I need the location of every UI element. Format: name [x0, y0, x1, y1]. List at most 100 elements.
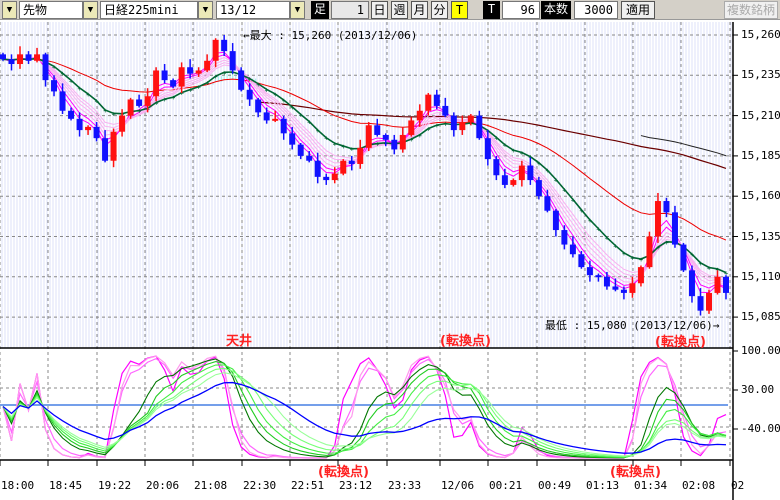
turn-annotation-2: (転換点)	[655, 335, 706, 350]
chevron-down-icon[interactable]: ▼	[83, 1, 98, 19]
candle-body	[51, 80, 58, 92]
candle-body	[646, 236, 653, 268]
osc-axis-label: 100.00	[741, 344, 780, 357]
ma-marker: +	[78, 85, 82, 93]
apply-button[interactable]: 適用	[621, 1, 655, 19]
osc-line-magenta	[2, 355, 727, 459]
ma-marker: +	[579, 207, 583, 215]
ma-marker: +	[222, 69, 226, 77]
count-input[interactable]: 3000	[574, 1, 618, 19]
ma-marker: +	[715, 266, 719, 274]
osc-turn-annotation-2: (転換点)	[610, 465, 661, 480]
candle-body	[297, 144, 304, 156]
ma-marker: +	[248, 76, 252, 84]
max-annotation: ←最大 : 15,260 (2013/12/06)	[243, 29, 418, 42]
period-month-button[interactable]: 月	[411, 1, 428, 19]
top-annotation: 天井	[226, 334, 253, 349]
time-axis-label: 01:34	[634, 479, 668, 492]
osc-line-magenta	[2, 357, 727, 459]
ashi-input[interactable]: 1	[331, 1, 369, 19]
symbol-select[interactable]: 日経225mini	[100, 1, 198, 19]
candle-body	[59, 91, 66, 111]
candle-body	[391, 139, 398, 150]
time-axis-label: 18:00	[1, 479, 35, 492]
ma-marker: +	[112, 110, 116, 118]
candle-body	[501, 175, 508, 185]
period-minute-button[interactable]: 分	[431, 1, 448, 19]
candle-body	[280, 118, 287, 134]
count-label: 本数	[541, 1, 571, 19]
candle-body	[17, 54, 24, 65]
menu-dropdown-button[interactable]: ▼	[2, 1, 17, 19]
candle-body	[323, 176, 330, 181]
time-axis-label: 02:08	[682, 479, 716, 492]
candle-body	[518, 165, 525, 181]
t-label: T	[483, 1, 500, 19]
ma-marker: +	[95, 98, 99, 106]
candle-body	[408, 120, 415, 135]
ma-marker: +	[656, 244, 660, 252]
ma-marker: +	[707, 264, 711, 272]
osc-axis-label: 30.00	[741, 383, 775, 396]
t-input[interactable]: 96	[502, 1, 540, 19]
candle-body	[229, 51, 236, 71]
price-axis-label: 15,085	[741, 310, 780, 324]
candle-body	[110, 131, 117, 161]
time-axis-label: 01:13	[586, 479, 620, 492]
candle-body	[552, 210, 559, 231]
candle-body	[671, 212, 678, 245]
chevron-down-icon[interactable]: ▼	[290, 1, 305, 19]
candle-body	[357, 147, 364, 164]
min-annotation: 最低 : 15,080 (2013/12/06)→	[545, 319, 720, 332]
osc-line-blue	[2, 381, 727, 454]
chevron-down-icon[interactable]: ▼	[198, 1, 213, 19]
ma-marker: +	[214, 73, 218, 81]
candle-body	[569, 244, 576, 255]
candle-body	[459, 122, 466, 131]
candle-body	[663, 201, 670, 213]
time-axis-label: 22:51	[291, 479, 325, 492]
candle-body	[382, 134, 389, 140]
candle-body	[654, 201, 661, 237]
long-ma-line	[258, 101, 727, 170]
candle-body	[484, 138, 491, 160]
candle-body	[535, 180, 542, 197]
period-week-button[interactable]: 週	[391, 1, 408, 19]
candle-body	[348, 160, 355, 164]
ma-marker: +	[290, 104, 294, 112]
multi-symbol-button[interactable]: 複数銘柄	[724, 1, 778, 19]
time-axis-label: 23:12	[339, 479, 373, 492]
ma-marker: +	[333, 140, 337, 148]
ma-marker: +	[596, 226, 600, 234]
time-axis-label: 20:06	[146, 479, 180, 492]
candle-body	[178, 67, 185, 87]
ma-marker: +	[664, 239, 668, 247]
candle-body	[544, 196, 551, 211]
ma-marker: +	[698, 260, 702, 268]
ma-marker: +	[545, 167, 549, 175]
candle-body	[442, 105, 449, 116]
period-day-button[interactable]: 日	[371, 1, 388, 19]
ma-marker: +	[537, 160, 541, 168]
period-tick-button[interactable]: T	[451, 1, 468, 19]
turn-annotation-1: (転換点)	[440, 334, 491, 349]
price-axis-label: 15,110	[741, 269, 780, 283]
type-select[interactable]: 先物	[19, 1, 83, 19]
candle-body	[467, 115, 474, 123]
candle-body	[705, 292, 712, 311]
candle-body	[68, 110, 75, 119]
candle-body	[688, 270, 695, 297]
osc-line-green	[2, 372, 727, 457]
candle-body	[578, 254, 585, 268]
ma-marker: +	[197, 84, 201, 92]
ma-marker: +	[409, 136, 413, 144]
ma-marker: +	[443, 121, 447, 129]
ashi-label: 足	[311, 1, 329, 19]
candle-body	[212, 39, 219, 61]
contract-select[interactable]: 13/12	[216, 1, 290, 19]
candle-body	[331, 173, 338, 181]
candle-body	[620, 289, 627, 293]
candle-body	[195, 70, 202, 74]
candle-body	[595, 275, 602, 278]
